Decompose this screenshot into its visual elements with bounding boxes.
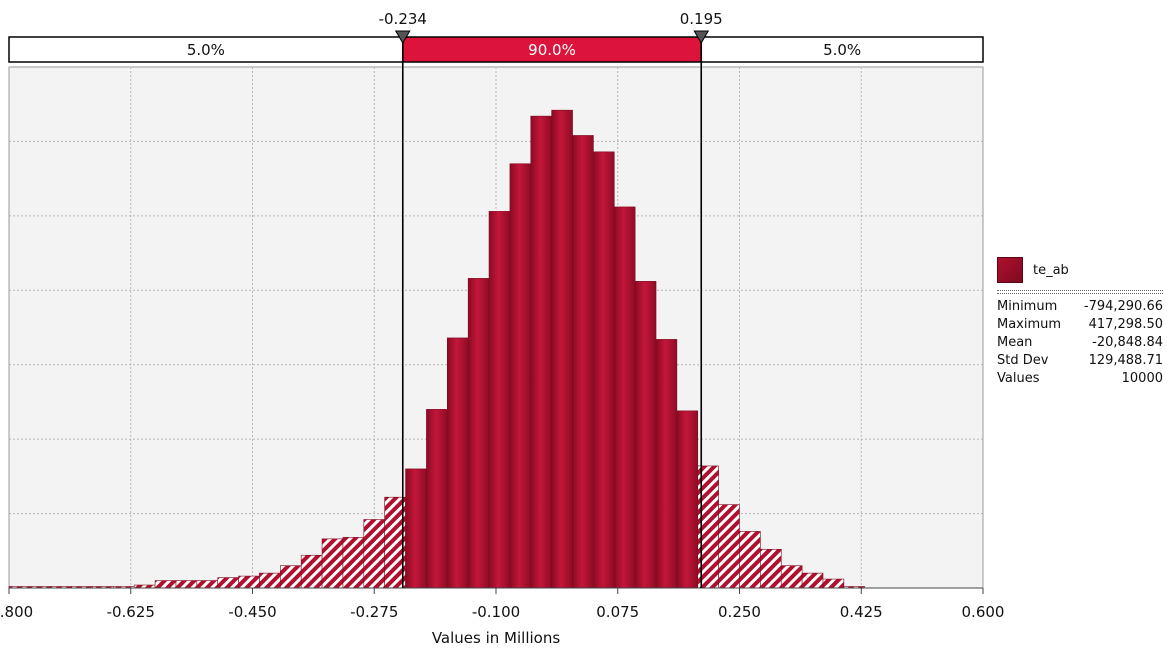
stat-value: 10000: [1121, 371, 1163, 386]
band-segment-1: [8, 36, 404, 63]
histogram-bar: [488, 211, 511, 589]
histogram-bar: [280, 565, 302, 589]
x-tick-label: 0.600: [962, 603, 1005, 621]
stat-row: Mean -20,848.84: [997, 334, 1163, 352]
x-tick-label: 0.075: [596, 603, 639, 621]
histogram-bar: [822, 578, 845, 589]
histogram-bar: [676, 410, 699, 589]
histogram-bar: [300, 554, 323, 589]
legend-panel: te_ab Minimum -794,290.66 Maximum 417,298.5…: [997, 256, 1163, 388]
legend-series-name: te_ab: [1033, 262, 1069, 278]
stat-label: Values: [997, 371, 1040, 386]
plot-area: [8, 66, 984, 589]
histogram-bar: [655, 339, 678, 589]
series-color-swatch: [997, 257, 1023, 283]
histogram-bar: [154, 580, 177, 589]
histogram-bar: [196, 580, 219, 589]
histogram-bar: [446, 337, 469, 589]
percentile-marker-label-2: 0.195: [680, 10, 723, 28]
stats-table: Minimum -794,290.66 Maximum 417,298.50 Mean -…: [997, 298, 1163, 388]
histogram-bar: [760, 548, 782, 589]
x-tick-label: -0.450: [228, 603, 276, 621]
legend-divider: [997, 290, 1163, 294]
x-tick-label: -0.100: [472, 603, 520, 621]
histogram-bar: [593, 151, 615, 589]
histogram-bar: [530, 115, 552, 589]
percentile-marker-label-1: -0.234: [379, 10, 427, 28]
x-axis: -0.800 -0.625 -0.450 -0.275 -0.100 0.075 0.250…: [0, 587, 1005, 647]
band-label-2: 90.0%: [528, 41, 576, 59]
x-tick-label: -0.275: [350, 603, 398, 621]
histogram-bar: [551, 109, 573, 589]
stat-label: Minimum: [997, 299, 1058, 314]
histogram-bar: [238, 575, 260, 589]
stat-value: -20,848.84: [1092, 335, 1163, 350]
stat-row: Maximum 417,298.50: [997, 316, 1163, 334]
histogram-bar: [426, 409, 448, 589]
x-tick-label: -0.800: [0, 603, 33, 621]
stat-value: -794,290.66: [1083, 299, 1163, 314]
x-tick-label: -0.625: [107, 603, 155, 621]
x-tick-label: 0.250: [718, 603, 761, 621]
band-label-1: 5.0%: [187, 41, 225, 59]
stat-row: Std Dev 129,488.71: [997, 352, 1163, 370]
histogram-bar: [634, 281, 657, 589]
histogram-bar: [739, 531, 761, 589]
percentile-band-bar: 5.0% 90.0% 5.0%: [8, 36, 984, 63]
percentile-markers: -0.234 0.195: [379, 10, 723, 588]
histogram-bar: [509, 163, 532, 589]
band-segment-3: [700, 36, 984, 63]
histogram-bar: [175, 580, 198, 589]
histogram-bar: [467, 278, 490, 589]
histogram-bar: [613, 206, 636, 589]
histogram-bar: [342, 537, 365, 589]
histogram-bar: [780, 565, 803, 589]
histogram-bar: [321, 538, 344, 589]
stat-row: Values 10000: [997, 370, 1163, 388]
stat-value: 129,488.71: [1088, 353, 1163, 368]
histogram-bar: [259, 572, 281, 589]
histogram-bar: [217, 577, 239, 589]
stat-value: 417,298.50: [1088, 317, 1163, 332]
stat-label: Mean: [997, 335, 1033, 350]
percentile-marker-handle-2[interactable]: [693, 30, 710, 44]
stat-row: Minimum -794,290.66: [997, 298, 1163, 316]
percentile-marker-handle-1[interactable]: [394, 30, 411, 44]
histogram-bar: [572, 135, 594, 589]
histogram-bar: [718, 504, 740, 589]
histogram-bar: [363, 519, 385, 589]
legend-series-entry[interactable]: te_ab: [997, 256, 1163, 284]
band-segment-2: [402, 36, 702, 63]
band-label-3: 5.0%: [823, 41, 861, 59]
stat-label: Std Dev: [997, 353, 1049, 368]
histogram-bar: [405, 468, 427, 589]
stat-label: Maximum: [997, 317, 1062, 332]
x-axis-title: Values in Millions: [432, 629, 561, 647]
x-tick-label: 0.425: [840, 603, 883, 621]
histogram-bar: [801, 572, 824, 589]
